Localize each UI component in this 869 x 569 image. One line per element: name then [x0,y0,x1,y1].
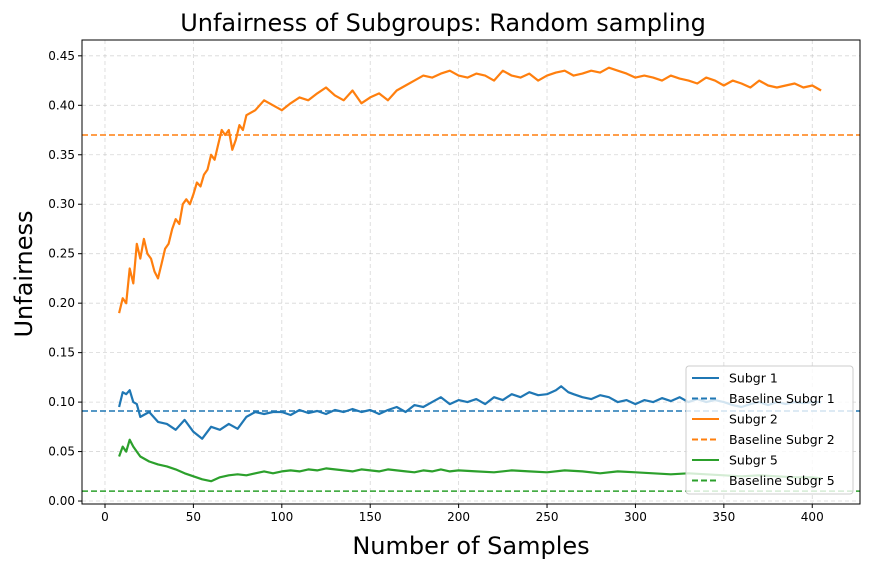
x-axis-ticks: 0 50 100 150 200 250 300 350 400 [101,504,824,524]
y-tick-label: 0.45 [48,49,75,63]
legend-label-subgr-2: Subgr 2 [729,412,778,427]
legend-label-baseline-subgr-5: Baseline Subgr 5 [729,473,835,488]
subgr-5-line [118,438,822,483]
x-tick-label: 150 [359,510,382,524]
legend-label-baseline-subgr-1: Baseline Subgr 1 [729,391,835,406]
y-tick-label: 0.00 [48,494,75,508]
y-tick-label: 0.25 [48,247,75,261]
y-tick-label: 0.20 [48,296,75,310]
legend-box [685,365,854,495]
plot-frame [81,39,861,505]
x-tick-label: 0 [101,510,109,524]
legend: Subgr 1 Baseline Subgr 1 Subgr 2 Baseline S… [685,365,854,495]
x-tick-label: 50 [186,510,201,524]
x-tick-label: 250 [536,510,559,524]
legend-label-baseline-subgr-2: Baseline Subgr 2 [729,432,835,447]
subgr-2-line [118,66,822,314]
x-tick-label: 300 [624,510,647,524]
y-tick-label: 0.40 [48,98,75,112]
y-tick-label: 0.15 [48,346,75,360]
x-tick-label: 400 [801,510,824,524]
y-tick-label: 0.30 [48,197,75,211]
x-tick-label: 100 [270,510,293,524]
y-tick-label: 0.10 [48,395,75,409]
y-axis-title: Unfairness [10,210,38,337]
chart-title: Unfairness of Subgroups: Random sampling [180,9,706,37]
legend-label-subgr-1: Subgr 1 [729,371,778,386]
y-tick-label: 0.35 [48,148,75,162]
x-tick-label: 350 [712,510,735,524]
y-axis-ticks: 0.00 0.05 0.10 0.15 0.20 0.25 0.30 0.35 0.40 0.45 [48,49,82,508]
x-tick-label: 200 [447,510,470,524]
x-axis-title: Number of Samples [352,532,589,560]
y-tick-label: 0.05 [48,445,75,459]
legend-label-subgr-5: Subgr 5 [729,453,778,468]
